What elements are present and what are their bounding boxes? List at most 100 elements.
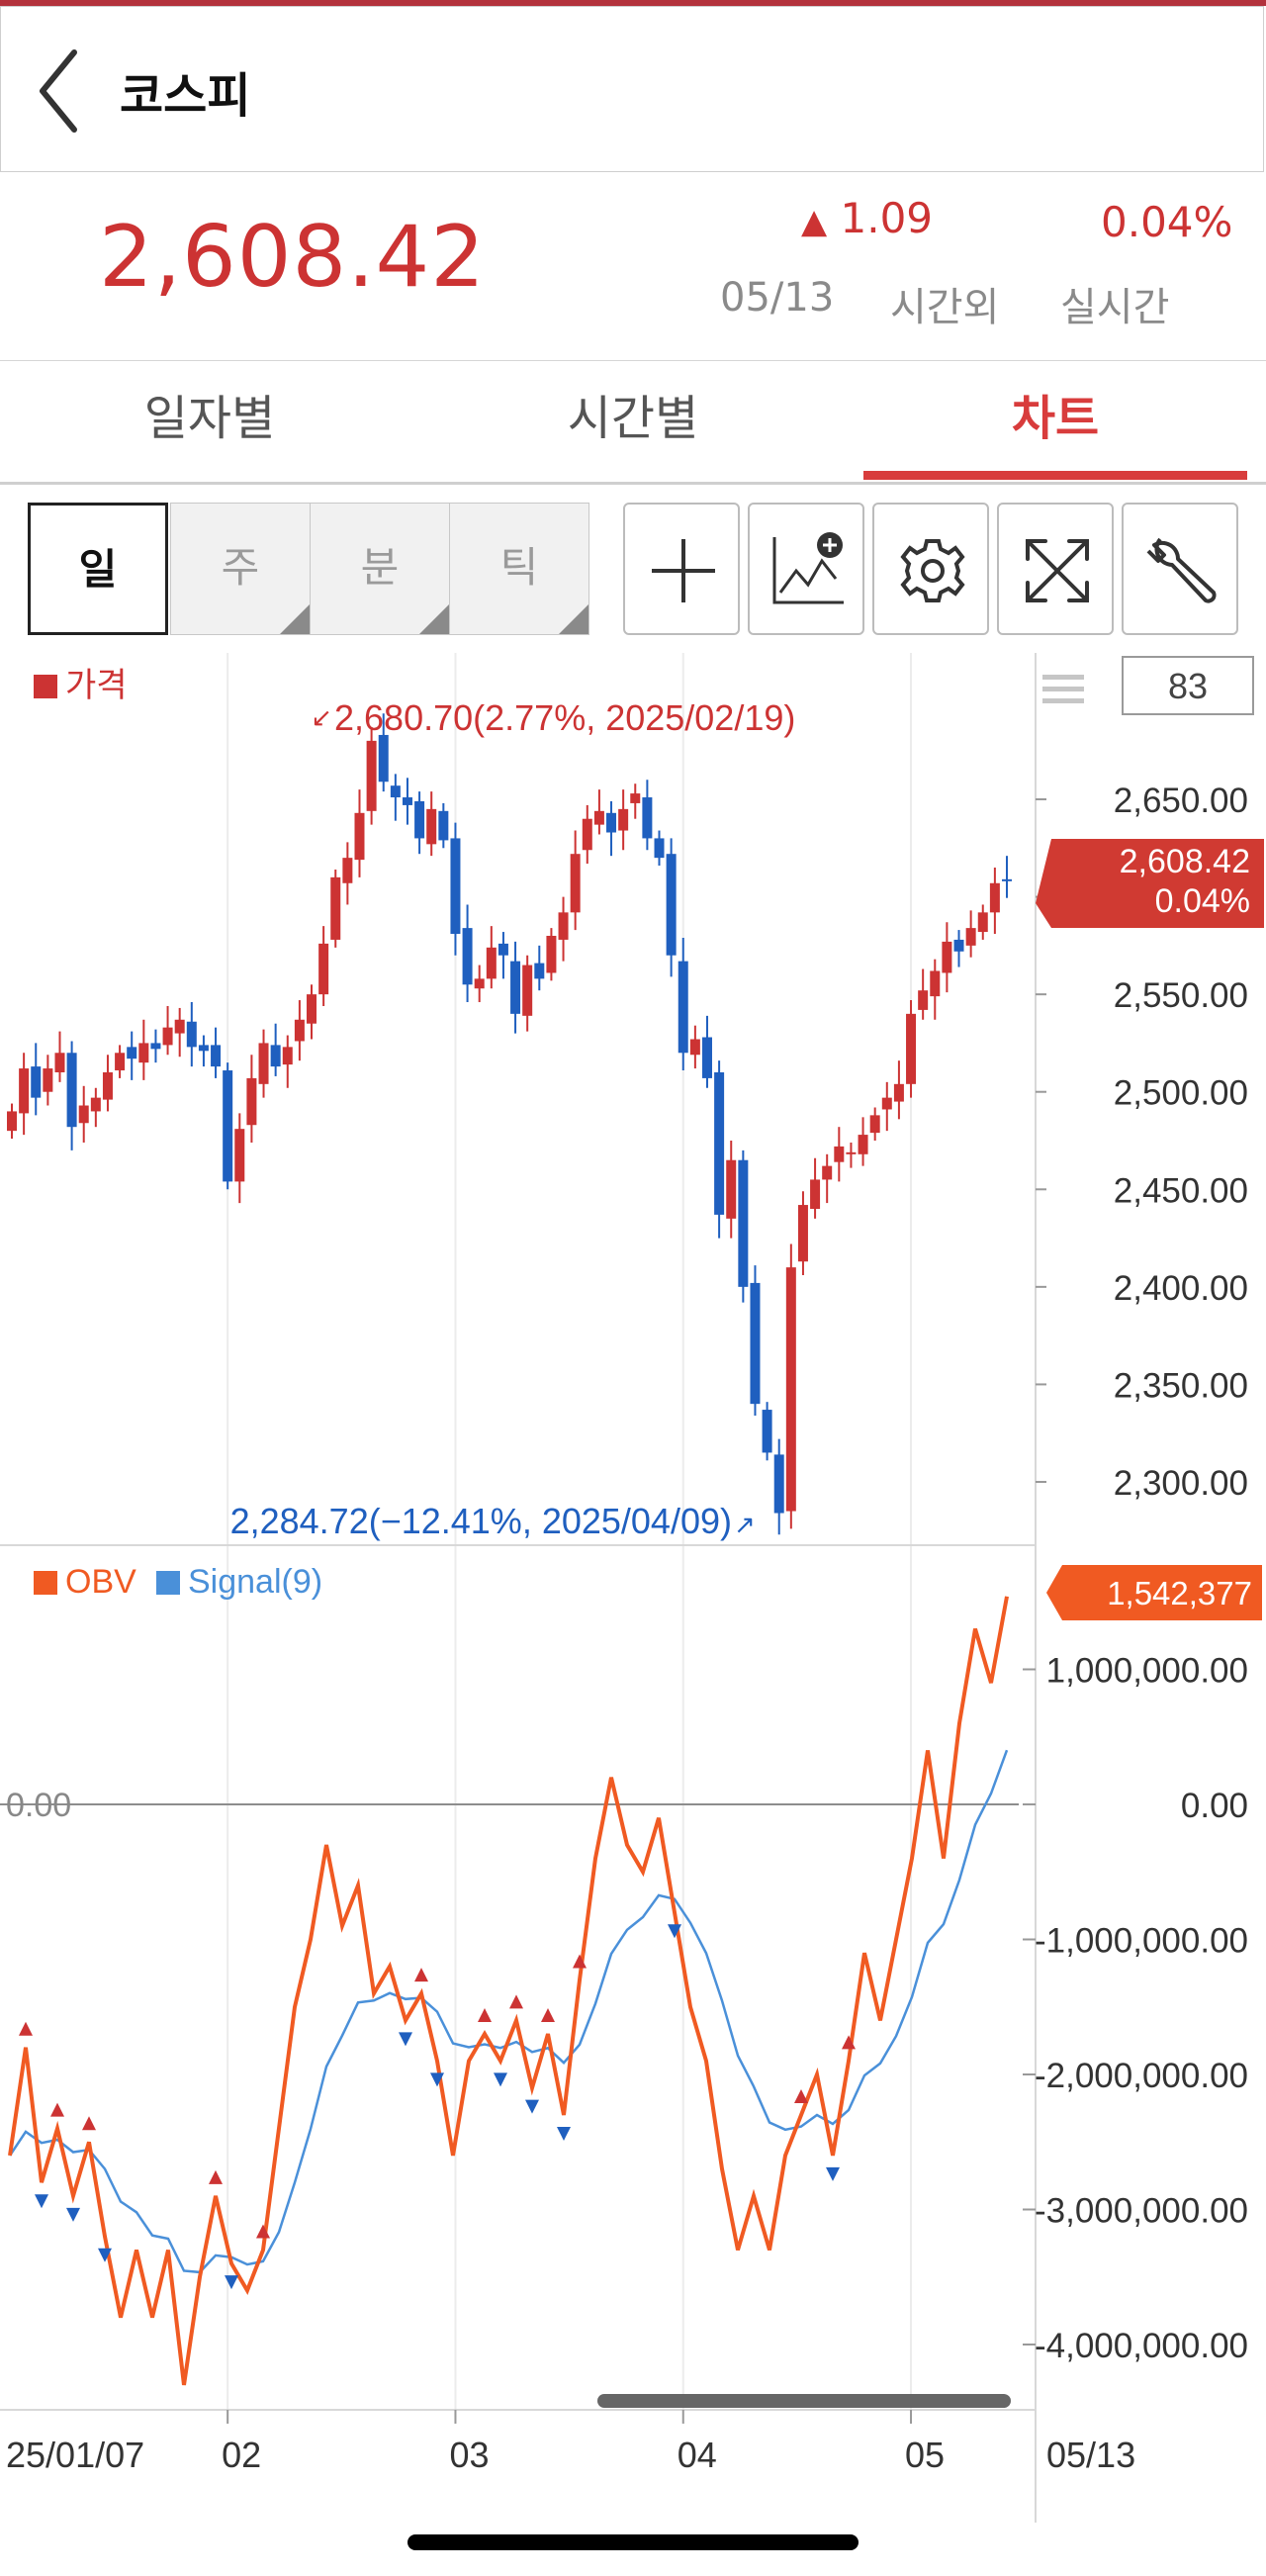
candle-body: [858, 1135, 868, 1154]
tab-hourly[interactable]: 시간별: [567, 391, 699, 446]
high-arrow-icon: ↙: [311, 702, 332, 732]
candle-body: [510, 961, 521, 1014]
candle-body: [366, 740, 377, 811]
x-tick-label: 02: [222, 2435, 261, 2475]
sell-arrow-icon: [668, 1924, 681, 1939]
count-box[interactable]: [1122, 656, 1254, 715]
period-minute-label: 분: [360, 543, 400, 592]
add-indicator-button[interactable]: [748, 503, 864, 635]
last-price-tag-pct: 0.04%: [1155, 882, 1250, 920]
candle-body: [846, 1151, 857, 1154]
candle-body: [198, 1045, 209, 1052]
period-day-button[interactable]: 일: [28, 503, 168, 635]
candle-body: [162, 1027, 173, 1046]
corner-triangle-icon: [419, 604, 449, 634]
candle-body: [881, 1097, 892, 1110]
high-annotation: 2,680.70(2.77%, 2025/02/19): [334, 697, 795, 738]
tab-chart[interactable]: 차트: [863, 361, 1247, 480]
candle-body: [150, 1043, 161, 1050]
y-tick-label: 2,350.00: [1114, 1366, 1248, 1405]
crosshair-button[interactable]: [623, 503, 740, 635]
candlestick-series: [7, 713, 1012, 1535]
x-tick-label: 25/01/07: [6, 2435, 144, 2475]
candle-body: [654, 838, 665, 859]
back-button[interactable]: [35, 46, 84, 136]
candle-body: [31, 1066, 42, 1098]
price-change-value: 1.09: [840, 194, 934, 242]
obv-legend-label: OBV: [65, 1563, 136, 1601]
sell-arrow-icon: [225, 2275, 238, 2290]
candle-body: [90, 1097, 101, 1112]
period-week-label: 주: [221, 543, 260, 592]
candle-body: [354, 812, 365, 861]
candle-body: [906, 1013, 917, 1084]
obv-y-tick-label: -1,000,000.00: [1035, 1922, 1248, 1961]
candle-body: [7, 1111, 17, 1132]
candle-body: [678, 961, 688, 1054]
candle-body: [342, 858, 353, 883]
sell-arrow-icon: [98, 2248, 112, 2262]
last-price-tag-value: 2,608.42: [1120, 843, 1250, 880]
candle-body: [738, 1159, 749, 1287]
top-accent-line: [0, 0, 1266, 6]
candle-body: [785, 1267, 796, 1512]
candle-body: [102, 1072, 113, 1100]
sell-arrow-icon: [494, 2072, 507, 2087]
candle-body: [630, 793, 641, 803]
home-indicator[interactable]: [407, 2534, 859, 2550]
obv-last-tag: 1,542,377: [1046, 1565, 1262, 1620]
price-legend-swatch: [34, 675, 57, 698]
candle-body: [43, 1068, 53, 1092]
fullscreen-icon: [1026, 539, 1089, 602]
candle-body: [989, 882, 1000, 913]
candle-body: [546, 936, 557, 973]
corner-triangle-icon: [559, 604, 588, 634]
signal-arrows: [19, 1924, 856, 2290]
candle-body: [127, 1047, 137, 1059]
buy-arrow-icon: [82, 2116, 96, 2131]
period-tick-button[interactable]: 틱: [449, 503, 589, 635]
candle-body: [138, 1043, 149, 1063]
buy-arrow-icon: [50, 2102, 64, 2117]
settings-button[interactable]: [872, 503, 989, 635]
candle-body: [474, 978, 485, 989]
app-header: 코스피: [0, 6, 1264, 172]
candle-body: [582, 818, 592, 851]
candle-body: [953, 939, 964, 952]
sell-arrow-icon: [826, 2166, 840, 2181]
candle-body: [307, 994, 317, 1024]
current-price: 2,608.42: [99, 208, 486, 307]
candle-body: [450, 838, 461, 935]
buy-arrow-icon: [509, 1994, 523, 2009]
x-tick-label: 03: [449, 2435, 489, 2475]
period-week-button[interactable]: 주: [170, 503, 311, 635]
candle-body: [497, 943, 508, 956]
indicator-menu-icon[interactable]: [1042, 675, 1084, 703]
buy-arrow-icon: [256, 2224, 270, 2239]
tab-daily[interactable]: 일자별: [143, 391, 276, 446]
candle-body: [19, 1068, 30, 1114]
candle-body: [174, 1019, 185, 1034]
candle-body: [246, 1077, 257, 1126]
tools-button[interactable]: [1122, 503, 1238, 635]
candle-body: [750, 1282, 761, 1405]
obv-legend-swatch: [34, 1571, 57, 1595]
sell-arrow-icon: [525, 2099, 539, 2114]
candle-body: [822, 1165, 833, 1180]
chart-scrollbar[interactable]: [597, 2394, 1011, 2408]
corner-triangle-icon: [280, 604, 310, 634]
fullscreen-button[interactable]: [997, 503, 1114, 635]
candle-body: [115, 1053, 126, 1071]
candle-body: [593, 810, 604, 825]
sell-arrow-icon: [66, 2207, 80, 2222]
obv-line: [8, 1596, 1009, 2386]
sell-arrow-icon: [399, 2032, 412, 2047]
candle-body: [834, 1146, 845, 1162]
candle-body: [534, 963, 545, 979]
chart-area[interactable]: 가격 83 2,680.70(2.77%, 2025/02/19) ↙ 2,28…: [0, 653, 1266, 2523]
obv-zero-label: 0.00: [6, 1787, 71, 1824]
price-change-pct: 0.04%: [1101, 198, 1233, 246]
candle-body: [726, 1159, 737, 1219]
period-minute-button[interactable]: 분: [310, 503, 450, 635]
period-tick-label: 틱: [499, 543, 539, 592]
